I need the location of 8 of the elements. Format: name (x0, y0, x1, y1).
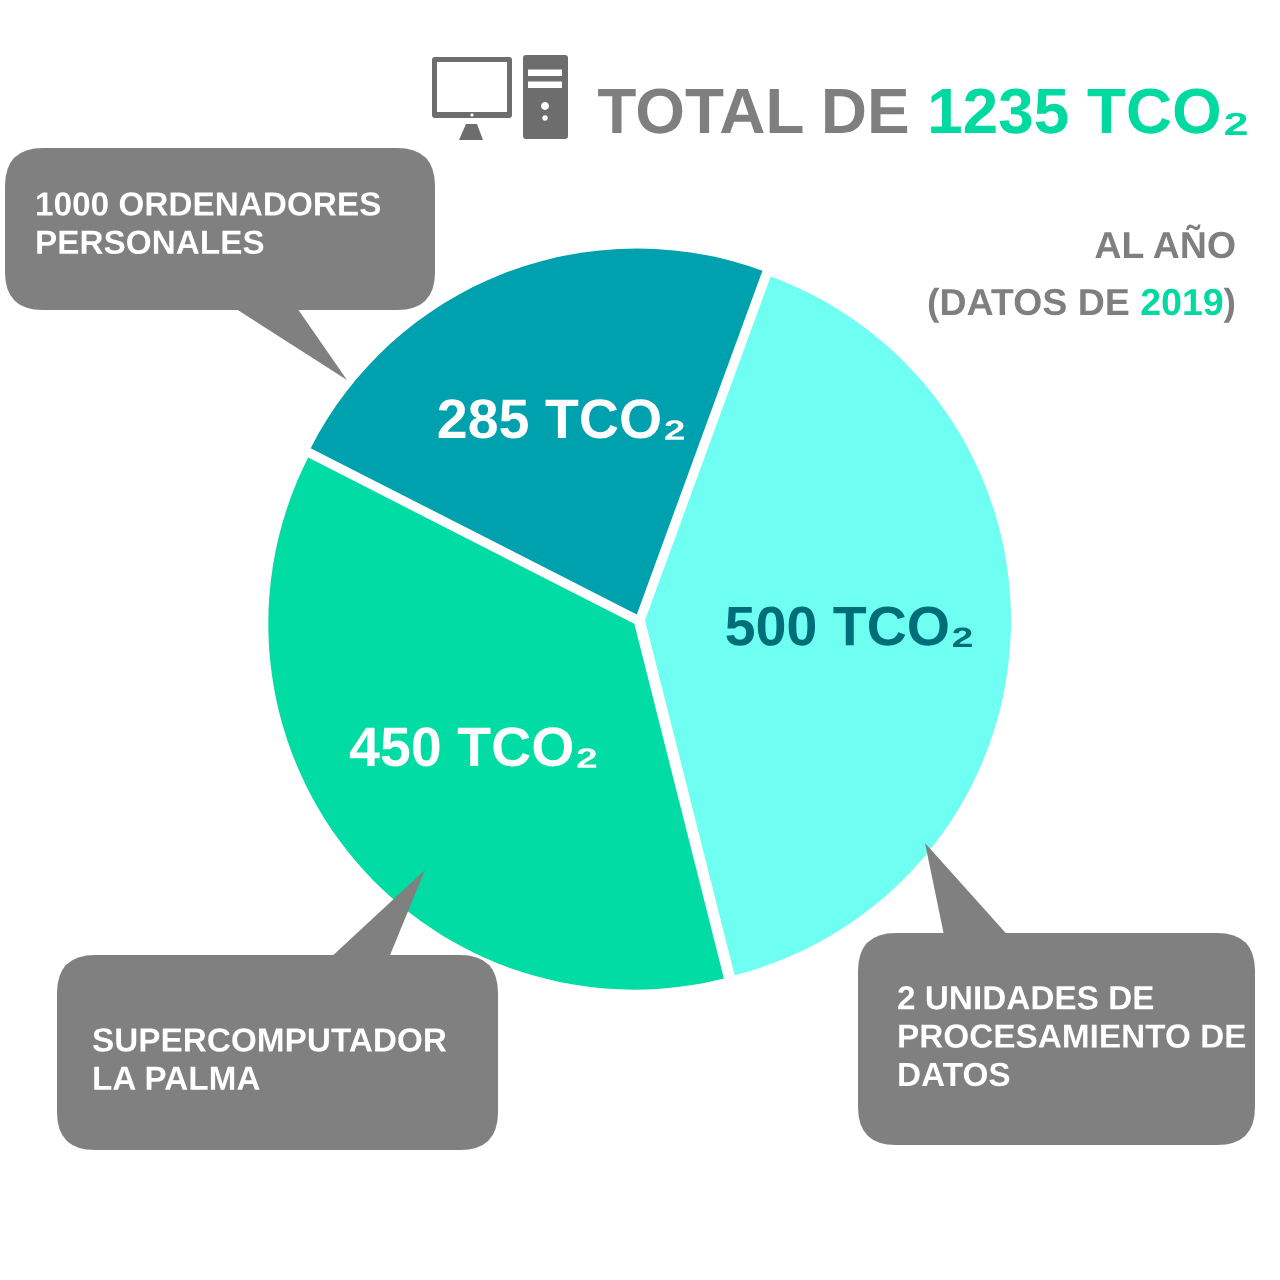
data-label: 285 TCO₂ (438, 399, 684, 440)
data-label: 500 TCO₂ (726, 606, 972, 647)
slice-label: 2 UNIDADES DE PROCESAMIENTO DE DATOS (898, 986, 1246, 1087)
text: AL AÑO (DATOS DE 2019) (928, 224, 1235, 323)
data-label: 450 TCO₂ (349, 727, 597, 768)
slice-label: 1000 ORDENADORES PERSONALES (37, 192, 381, 255)
slice-label: SUPERCOMPUTADOR LA PALMA (92, 1028, 447, 1090)
chart-title: TOTAL DE 1235 TCO₂ (598, 88, 1247, 135)
